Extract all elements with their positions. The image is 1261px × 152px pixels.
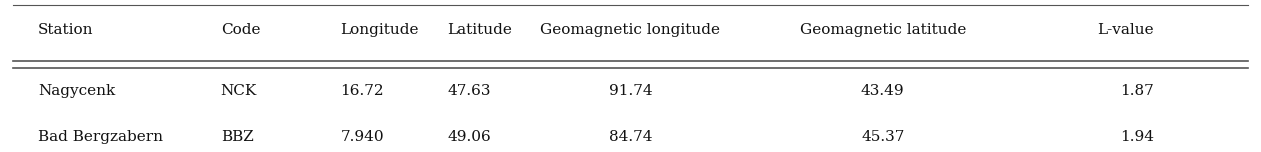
Text: Bad Bergzabern: Bad Bergzabern: [38, 130, 163, 144]
Text: 47.63: 47.63: [448, 84, 491, 98]
Text: 45.37: 45.37: [861, 130, 904, 144]
Text: 49.06: 49.06: [448, 130, 492, 144]
Text: 1.94: 1.94: [1120, 130, 1154, 144]
Text: Station: Station: [38, 23, 93, 37]
Text: 84.74: 84.74: [609, 130, 652, 144]
Text: Code: Code: [221, 23, 260, 37]
Text: 1.87: 1.87: [1120, 84, 1154, 98]
Text: Nagycenk: Nagycenk: [38, 84, 115, 98]
Text: NCK: NCK: [221, 84, 257, 98]
Text: Geomagnetic longitude: Geomagnetic longitude: [541, 23, 720, 37]
Text: Geomagnetic latitude: Geomagnetic latitude: [799, 23, 966, 37]
Text: Latitude: Latitude: [448, 23, 512, 37]
Text: 43.49: 43.49: [861, 84, 904, 98]
Text: BBZ: BBZ: [221, 130, 253, 144]
Text: Longitude: Longitude: [340, 23, 419, 37]
Text: 91.74: 91.74: [609, 84, 652, 98]
Text: L-value: L-value: [1097, 23, 1154, 37]
Text: 16.72: 16.72: [340, 84, 385, 98]
Text: 7.940: 7.940: [340, 130, 385, 144]
